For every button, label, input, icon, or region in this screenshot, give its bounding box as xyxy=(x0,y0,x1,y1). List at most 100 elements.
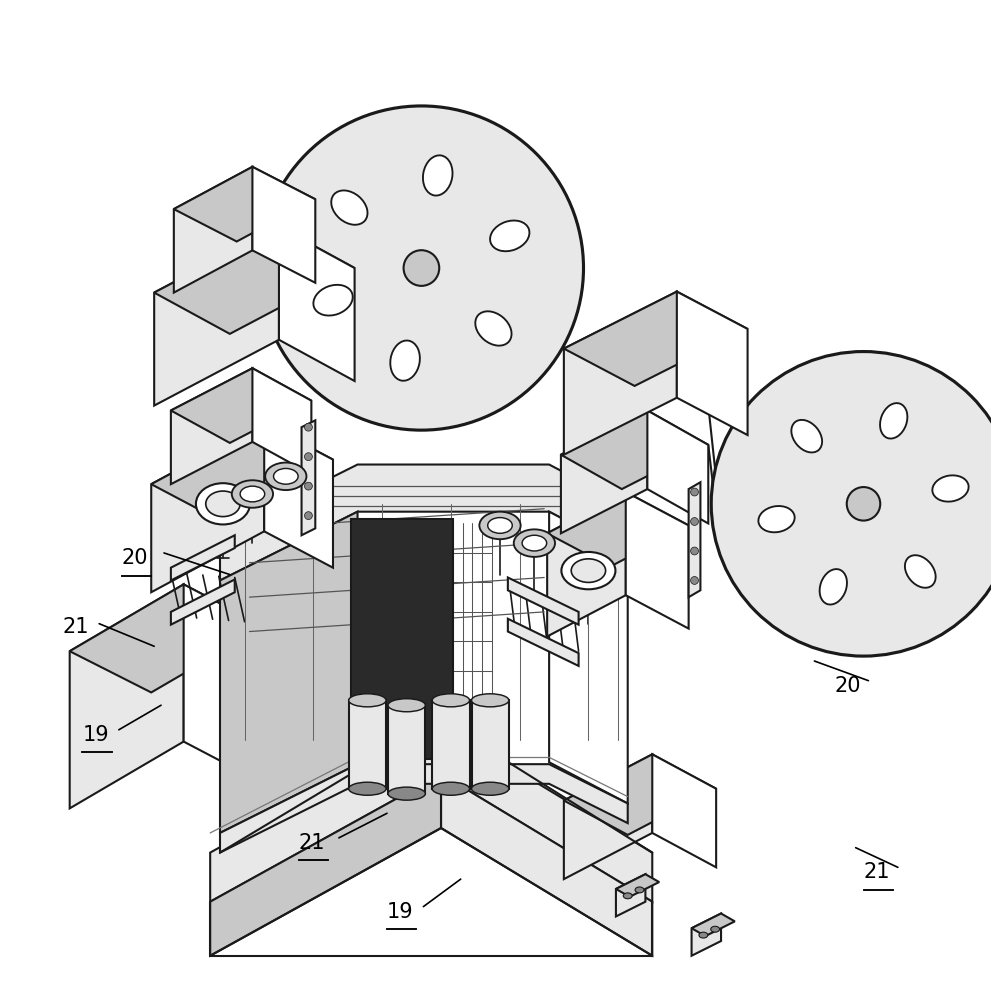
Polygon shape xyxy=(388,705,425,793)
Polygon shape xyxy=(252,167,315,283)
Ellipse shape xyxy=(758,506,795,533)
Ellipse shape xyxy=(388,699,425,711)
Text: 20: 20 xyxy=(122,548,148,568)
Polygon shape xyxy=(692,914,721,955)
Polygon shape xyxy=(252,369,311,474)
Text: 20: 20 xyxy=(834,676,861,696)
Ellipse shape xyxy=(691,577,698,584)
Ellipse shape xyxy=(472,782,509,795)
Polygon shape xyxy=(171,535,235,581)
Ellipse shape xyxy=(388,787,425,800)
Ellipse shape xyxy=(711,927,720,932)
Polygon shape xyxy=(151,423,264,592)
Polygon shape xyxy=(210,774,441,955)
Polygon shape xyxy=(549,512,628,803)
Text: 21: 21 xyxy=(299,833,325,853)
Ellipse shape xyxy=(423,155,453,196)
Polygon shape xyxy=(302,420,315,535)
Polygon shape xyxy=(626,492,689,628)
Polygon shape xyxy=(441,774,652,955)
Polygon shape xyxy=(561,410,708,489)
Ellipse shape xyxy=(479,512,521,539)
Ellipse shape xyxy=(259,106,584,430)
Ellipse shape xyxy=(432,694,470,706)
Ellipse shape xyxy=(274,468,298,484)
Polygon shape xyxy=(652,755,716,867)
Polygon shape xyxy=(564,291,677,454)
Polygon shape xyxy=(616,874,659,897)
Polygon shape xyxy=(210,725,652,902)
Ellipse shape xyxy=(490,220,529,251)
Ellipse shape xyxy=(514,530,555,557)
Polygon shape xyxy=(692,914,735,936)
Ellipse shape xyxy=(349,782,386,795)
Polygon shape xyxy=(616,874,645,917)
Polygon shape xyxy=(677,291,748,435)
Ellipse shape xyxy=(711,352,1000,656)
Polygon shape xyxy=(171,369,252,484)
Ellipse shape xyxy=(304,512,312,520)
Ellipse shape xyxy=(699,932,708,938)
Ellipse shape xyxy=(691,518,698,526)
Polygon shape xyxy=(547,492,689,567)
Polygon shape xyxy=(508,578,579,624)
Text: 21: 21 xyxy=(63,617,89,636)
Ellipse shape xyxy=(265,462,306,490)
Polygon shape xyxy=(564,755,716,835)
Ellipse shape xyxy=(691,488,698,496)
Polygon shape xyxy=(689,482,700,597)
Ellipse shape xyxy=(304,423,312,431)
Polygon shape xyxy=(154,227,355,334)
Ellipse shape xyxy=(331,191,368,224)
Ellipse shape xyxy=(820,569,847,605)
Polygon shape xyxy=(564,755,652,879)
Polygon shape xyxy=(220,464,628,581)
Polygon shape xyxy=(432,700,470,788)
Ellipse shape xyxy=(905,555,936,588)
Ellipse shape xyxy=(791,420,822,453)
Ellipse shape xyxy=(304,453,312,460)
Polygon shape xyxy=(564,291,748,386)
Polygon shape xyxy=(171,369,311,443)
Polygon shape xyxy=(171,580,235,624)
Polygon shape xyxy=(264,423,333,568)
Ellipse shape xyxy=(240,486,265,502)
Ellipse shape xyxy=(349,694,386,706)
Polygon shape xyxy=(151,423,333,521)
Polygon shape xyxy=(647,410,708,524)
Polygon shape xyxy=(279,227,355,381)
Polygon shape xyxy=(70,584,264,693)
Ellipse shape xyxy=(561,552,615,589)
Ellipse shape xyxy=(847,487,880,521)
Ellipse shape xyxy=(623,893,632,899)
Polygon shape xyxy=(349,700,386,788)
Text: 19: 19 xyxy=(82,725,109,745)
Ellipse shape xyxy=(390,341,420,380)
Ellipse shape xyxy=(475,311,512,346)
Text: 19: 19 xyxy=(387,901,414,922)
Polygon shape xyxy=(508,618,579,666)
Ellipse shape xyxy=(432,782,470,795)
Polygon shape xyxy=(174,167,252,292)
Ellipse shape xyxy=(304,482,312,490)
Ellipse shape xyxy=(232,480,273,508)
Polygon shape xyxy=(351,519,453,759)
Ellipse shape xyxy=(206,491,240,517)
Ellipse shape xyxy=(522,535,547,551)
Polygon shape xyxy=(472,700,509,788)
Polygon shape xyxy=(220,764,628,853)
Ellipse shape xyxy=(880,403,907,439)
Polygon shape xyxy=(547,492,626,636)
Ellipse shape xyxy=(196,483,250,525)
Ellipse shape xyxy=(404,250,439,286)
Ellipse shape xyxy=(472,694,509,706)
Polygon shape xyxy=(184,584,264,783)
Text: 21: 21 xyxy=(864,863,890,882)
Ellipse shape xyxy=(313,285,353,315)
Polygon shape xyxy=(154,227,279,406)
Polygon shape xyxy=(220,512,358,833)
Polygon shape xyxy=(561,410,647,534)
Ellipse shape xyxy=(571,559,606,582)
Polygon shape xyxy=(70,584,184,808)
Ellipse shape xyxy=(691,547,698,555)
